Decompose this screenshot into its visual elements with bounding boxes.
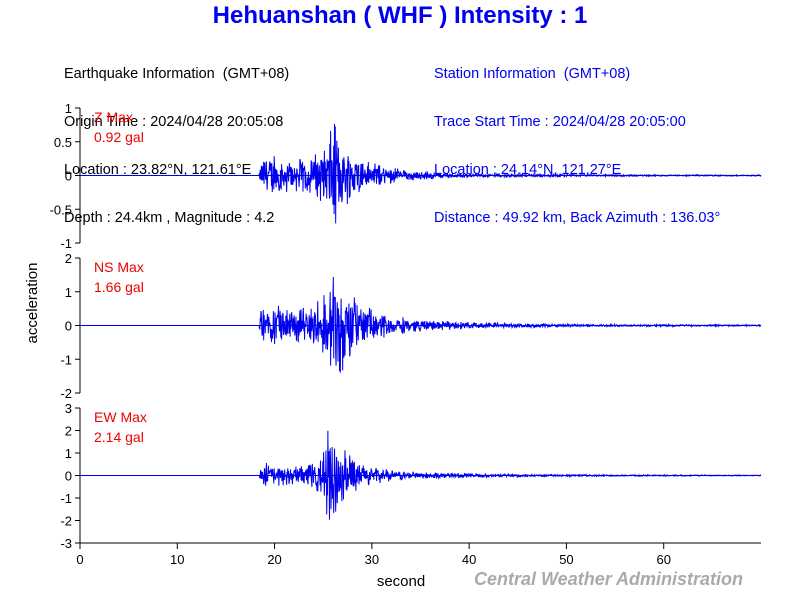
y-tick-label-EW: 3	[65, 401, 72, 416]
trace-NS	[258, 276, 762, 373]
chart-title: Hehuanshan ( WHF ) Intensity : 1	[212, 2, 588, 29]
y-tick-label-NS: 0	[65, 319, 72, 334]
x-tick-label: 30	[365, 552, 379, 567]
y-tick-label-EW: 1	[65, 446, 72, 461]
max-label-EW: EW Max	[94, 409, 147, 425]
y-tick-label-NS: 1	[65, 285, 72, 300]
y-tick-label-Z: 0.5	[54, 135, 72, 150]
station-info: Station Information (GMT+08) Trace Start…	[434, 34, 720, 242]
station-distance: Distance : 49.92 km, Back Azimuth : 136.…	[434, 210, 721, 226]
epicenter-location: Location : 23.82°N, 121.61°E	[64, 162, 252, 178]
max-value-EW: 2.14 gal	[94, 429, 144, 445]
x-tick-label: 50	[559, 552, 573, 567]
x-tick-label: 0	[76, 552, 83, 567]
max-label-NS: NS Max	[94, 259, 144, 275]
origin-time: Origin Time : 2024/04/28 20:05:08	[64, 114, 284, 130]
y-tick-label-EW: 0	[65, 469, 72, 484]
brand-watermark: Central Weather Administration	[474, 569, 744, 589]
max-value-Z: 0.92 gal	[94, 129, 144, 145]
y-tick-label-NS: -1	[60, 352, 72, 367]
trace-EW	[258, 430, 762, 520]
y-tick-label-NS: -2	[60, 386, 72, 401]
y-tick-label-EW: 2	[65, 424, 72, 439]
max-value-NS: 1.66 gal	[94, 279, 144, 295]
x-axis-label: second	[377, 573, 425, 590]
x-tick-label: 40	[462, 552, 476, 567]
depth-magnitude: Depth : 24.4km , Magnitude : 4.2	[64, 210, 275, 226]
y-axis-label: acceleration	[24, 263, 41, 344]
y-tick-label-EW: -2	[60, 514, 72, 529]
earthquake-info: Earthquake Information (GMT+08) Origin T…	[64, 34, 289, 242]
y-tick-label-EW: -1	[60, 491, 72, 506]
trace-start-time: Trace Start Time : 2024/04/28 20:05:00	[434, 114, 686, 130]
y-tick-label-Z: 0	[65, 169, 72, 184]
y-tick-label-EW: -3	[60, 536, 72, 551]
y-tick-label-NS: 2	[65, 251, 72, 266]
max-label-Z: Z Max	[94, 109, 133, 125]
y-tick-label-Z: -0.5	[50, 202, 72, 217]
x-tick-label: 20	[267, 552, 281, 567]
y-tick-label-Z: 1	[65, 101, 72, 116]
station-info-header: Station Information (GMT+08)	[434, 66, 631, 82]
y-tick-label-Z: -1	[60, 236, 72, 251]
x-tick-label: 10	[170, 552, 184, 567]
x-tick-label: 60	[656, 552, 670, 567]
trace-Z	[258, 123, 762, 224]
earthquake-info-header: Earthquake Information (GMT+08)	[64, 66, 290, 82]
